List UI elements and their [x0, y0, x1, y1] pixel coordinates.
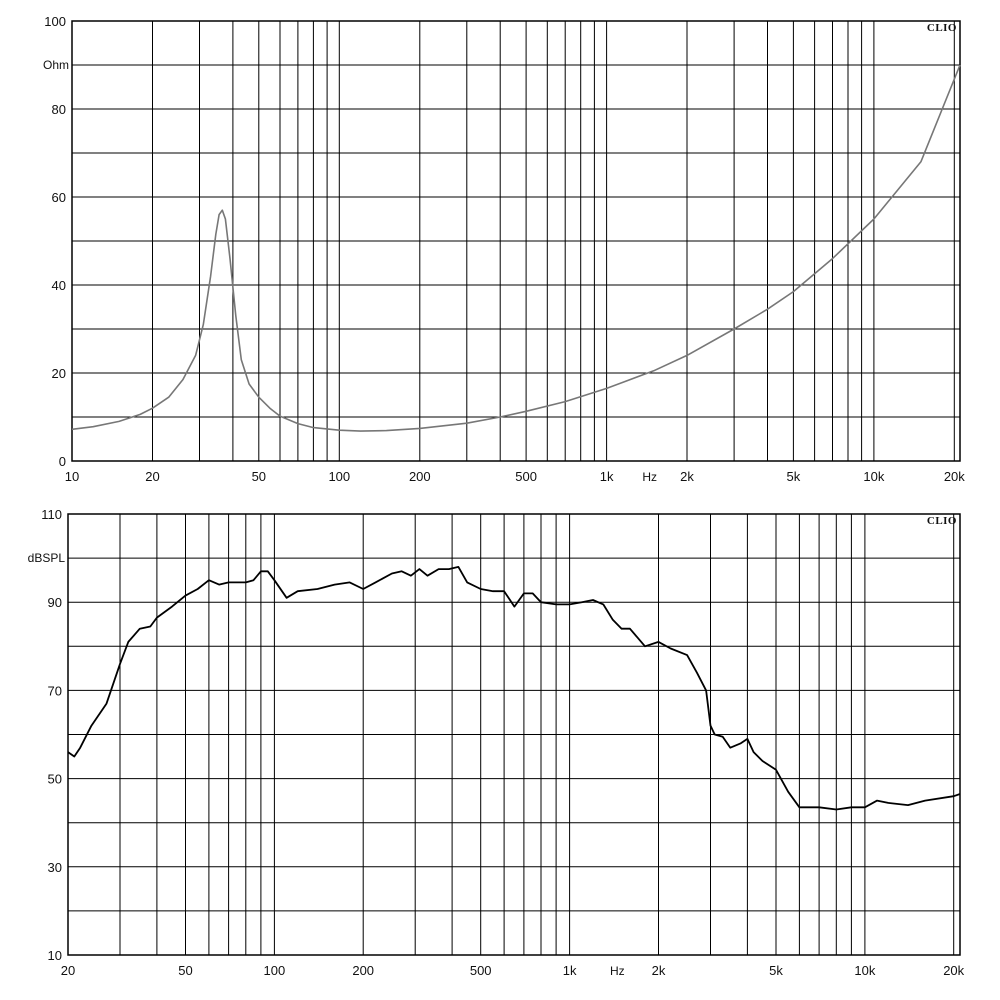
x-tick-label: 10k [854, 963, 875, 978]
x-tick-label: 1k [600, 469, 614, 484]
x-tick-label: 5k [769, 963, 783, 978]
x-tick-label: 50 [252, 469, 266, 484]
x-tick-label: 1k [563, 963, 577, 978]
x-tick-label: 100 [328, 469, 350, 484]
x-unit-label: Hz [610, 964, 625, 978]
x-tick-label: 20k [944, 469, 965, 484]
y-tick-label: 80 [52, 102, 66, 117]
x-tick-label: 200 [352, 963, 374, 978]
x-tick-label: 200 [409, 469, 431, 484]
brand-label: CLIO [927, 22, 957, 34]
x-tick-label: 10k [863, 469, 884, 484]
y-tick-label: 0 [59, 454, 66, 469]
x-unit-label: Hz [642, 470, 657, 484]
x-tick-label: 2k [680, 469, 694, 484]
x-tick-label: 2k [652, 963, 666, 978]
spl-curve [67, 566, 961, 811]
y-tick-label: 50 [48, 772, 62, 787]
plot-frame [71, 20, 961, 462]
impedance-curve [71, 64, 961, 432]
y-tick-label: 30 [48, 860, 62, 875]
x-tick-label: 20 [145, 469, 159, 484]
x-tick-label: 20k [943, 963, 964, 978]
brand-label: CLIO [927, 515, 957, 527]
x-tick-label: 10 [65, 469, 79, 484]
x-tick-label: 500 [470, 963, 492, 978]
y-tick-label: 60 [52, 190, 66, 205]
y-tick-label: 40 [52, 278, 66, 293]
y-tick-label: 110 [41, 507, 62, 522]
x-tick-label: 5k [787, 469, 801, 484]
spl-chart: 20 50 100 200 500 1k 2k 5k 10k 20k Hz 10 30 50 70 90 110… [28, 507, 965, 978]
x-tick-label: 20 [61, 963, 75, 978]
y-unit-label: dBSPL [28, 551, 66, 565]
x-tick-label: 100 [264, 963, 286, 978]
y-unit-label: Ohm [43, 58, 69, 72]
y-tick-label: 100 [44, 14, 66, 29]
y-tick-label: 20 [52, 366, 66, 381]
plot-frame [67, 513, 961, 956]
x-tick-label: 500 [515, 469, 537, 484]
x-tick-label: 50 [178, 963, 192, 978]
impedance-chart: 10 20 50 100 200 500 1k 2k 5k 10k 20k Hz 0 20 40 60 80 10… [43, 14, 965, 484]
y-tick-label: 10 [48, 948, 62, 963]
y-tick-label: 70 [48, 683, 62, 698]
y-tick-label: 90 [48, 595, 62, 610]
